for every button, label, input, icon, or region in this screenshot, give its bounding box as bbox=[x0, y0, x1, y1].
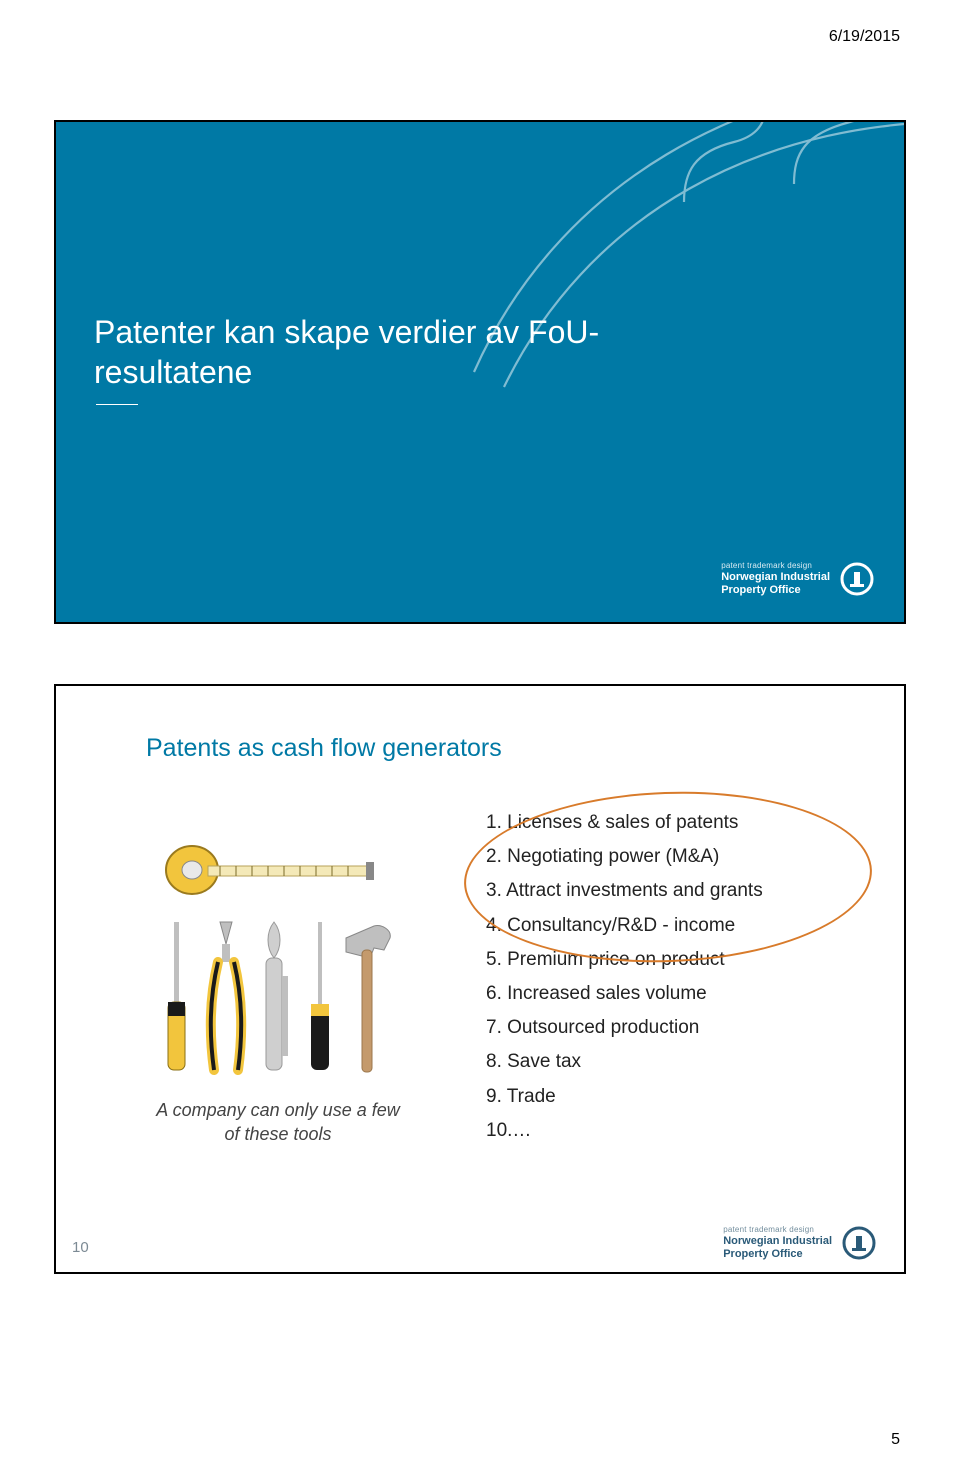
caption-line2: of these tools bbox=[224, 1124, 331, 1144]
slide1-underline bbox=[96, 404, 138, 405]
logo-line2: Property Office bbox=[721, 584, 830, 598]
page: 6/19/2015 Patenter kan skape verdier av … bbox=[0, 0, 960, 1477]
locking-pliers-icon bbox=[266, 922, 288, 1070]
list-item: 1. Licenses & sales of patents bbox=[486, 806, 763, 840]
list-item: 9. Trade bbox=[486, 1080, 763, 1114]
list-item: 2. Negotiating power (M&A) bbox=[486, 840, 763, 874]
tape-measure-icon bbox=[166, 846, 374, 894]
logo-slide1: patent trademark design Norwegian Indust… bbox=[721, 561, 874, 599]
slotted-screwdriver-icon bbox=[311, 922, 329, 1070]
list-item: 5. Premium price on product bbox=[486, 943, 763, 977]
cashflow-list: 1. Licenses & sales of patents 2. Negoti… bbox=[486, 806, 763, 1148]
list-item: 6. Increased sales volume bbox=[486, 977, 763, 1011]
slide-2: Patents as cash flow generators bbox=[54, 684, 906, 1274]
header-date: 6/19/2015 bbox=[829, 28, 900, 46]
tools-illustration bbox=[148, 826, 408, 1086]
caption: A company can only use a few of these to… bbox=[128, 1098, 428, 1147]
hammer-icon bbox=[346, 926, 390, 1072]
logo-tagline: patent trademark design bbox=[723, 1225, 832, 1235]
logo-line1: Norwegian Industrial bbox=[721, 571, 830, 585]
logo-text: patent trademark design Norwegian Indust… bbox=[723, 1225, 832, 1263]
list-item: 3. Attract investments and grants bbox=[486, 874, 763, 908]
logo-tagline: patent trademark design bbox=[721, 561, 830, 571]
slide2-title: Patents as cash flow generators bbox=[146, 734, 502, 763]
page-number: 5 bbox=[891, 1431, 900, 1449]
slide1-title-line2: resultatene bbox=[94, 354, 252, 390]
slide-1: Patenter kan skape verdier av FoU- resul… bbox=[54, 120, 906, 624]
logo-slide2: patent trademark design Norwegian Indust… bbox=[723, 1225, 876, 1263]
list-item: 10.… bbox=[486, 1114, 763, 1148]
pliers-icon bbox=[211, 922, 241, 1070]
logo-icon bbox=[840, 562, 874, 596]
list-item: 8. Save tax bbox=[486, 1045, 763, 1079]
screwdriver-icon bbox=[168, 922, 185, 1070]
logo-icon bbox=[842, 1226, 876, 1260]
slide1-title-line1: Patenter kan skape verdier av FoU- bbox=[94, 314, 599, 350]
caption-line1: A company can only use a few bbox=[156, 1100, 399, 1120]
slide1-title: Patenter kan skape verdier av FoU- resul… bbox=[94, 312, 599, 392]
logo-line2: Property Office bbox=[723, 1248, 832, 1262]
list-item: 4. Consultancy/R&D - income bbox=[486, 909, 763, 943]
slide2-number: 10 bbox=[72, 1239, 89, 1256]
list-item: 7. Outsourced production bbox=[486, 1011, 763, 1045]
logo-text: patent trademark design Norwegian Indust… bbox=[721, 561, 830, 599]
logo-line1: Norwegian Industrial bbox=[723, 1235, 832, 1249]
